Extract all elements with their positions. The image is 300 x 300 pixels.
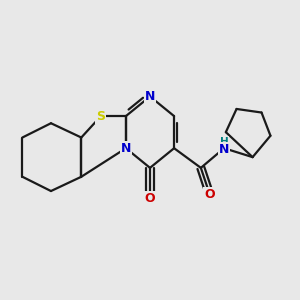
Text: H: H — [220, 137, 228, 147]
Text: O: O — [145, 192, 155, 205]
Text: S: S — [96, 110, 105, 123]
Text: O: O — [205, 188, 215, 201]
Text: N: N — [121, 142, 131, 155]
Text: N: N — [145, 90, 155, 103]
Text: N: N — [219, 143, 229, 157]
